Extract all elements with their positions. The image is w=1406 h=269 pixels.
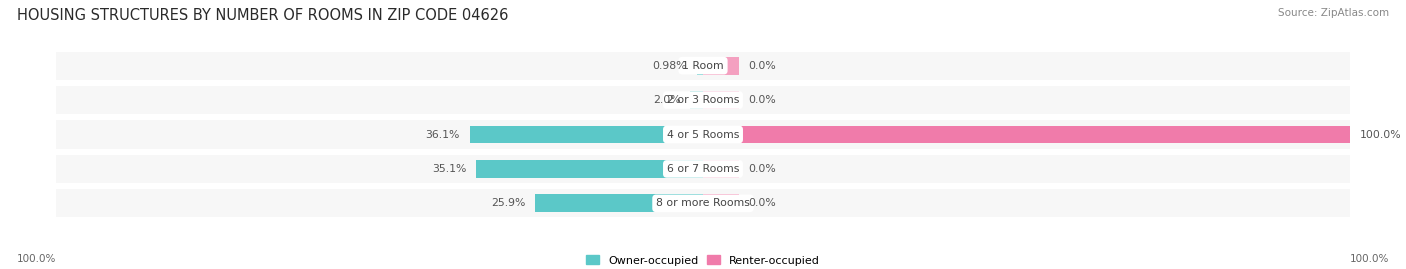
Text: 0.0%: 0.0% [748,164,776,174]
Bar [703,91,738,109]
Text: 100.0%: 100.0% [17,254,56,264]
Bar [56,86,1350,114]
Bar [56,189,1350,217]
Bar [56,52,1350,80]
Text: 8 or more Rooms: 8 or more Rooms [657,198,749,208]
Bar [703,57,738,75]
Legend: Owner-occupied, Renter-occupied: Owner-occupied, Renter-occupied [581,251,825,269]
Text: 35.1%: 35.1% [432,164,467,174]
Text: 0.0%: 0.0% [748,61,776,71]
Text: 0.0%: 0.0% [748,198,776,208]
Text: 25.9%: 25.9% [492,198,526,208]
Text: 100.0%: 100.0% [1350,254,1389,264]
Text: 100.0%: 100.0% [1360,129,1402,140]
Text: 2.0%: 2.0% [652,95,681,105]
Text: 0.0%: 0.0% [748,95,776,105]
Text: Source: ZipAtlas.com: Source: ZipAtlas.com [1278,8,1389,18]
Text: 1 Room: 1 Room [682,61,724,71]
Text: 36.1%: 36.1% [426,129,460,140]
Bar [477,160,703,178]
Bar [703,194,738,212]
Text: HOUSING STRUCTURES BY NUMBER OF ROOMS IN ZIP CODE 04626: HOUSING STRUCTURES BY NUMBER OF ROOMS IN… [17,8,508,23]
Bar [696,57,703,75]
Bar [56,155,1350,183]
Text: 0.98%: 0.98% [652,61,688,71]
Text: 4 or 5 Rooms: 4 or 5 Rooms [666,129,740,140]
Bar [470,126,703,143]
Bar [690,91,703,109]
Bar [56,121,1350,148]
Text: 2 or 3 Rooms: 2 or 3 Rooms [666,95,740,105]
Text: 6 or 7 Rooms: 6 or 7 Rooms [666,164,740,174]
Bar [703,160,738,178]
Bar [536,194,703,212]
Bar [703,126,1350,143]
